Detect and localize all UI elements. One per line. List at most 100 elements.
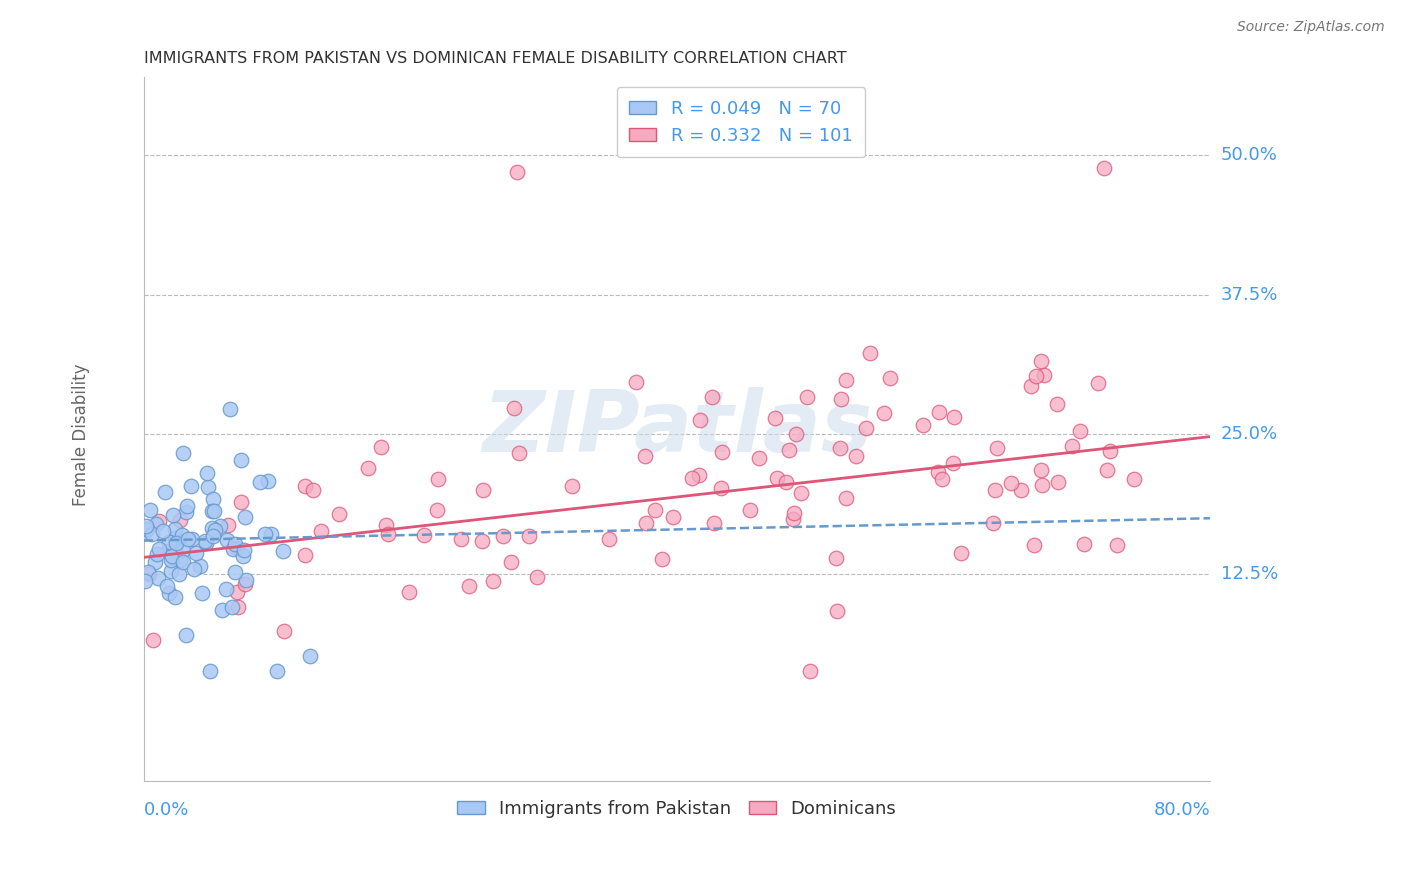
Point [135, 519, 157, 533]
Point [561, 479, 583, 493]
Point [778, 443, 800, 458]
Point [835, 491, 858, 506]
Point [782, 512, 804, 526]
Point [1099, 444, 1122, 458]
Point [709, 481, 731, 495]
Point [160, 564, 183, 578]
Point [1025, 369, 1047, 384]
Point [197, 480, 219, 494]
Point [257, 474, 280, 488]
Point [229, 453, 252, 467]
Point [703, 516, 725, 530]
Legend: Immigrants from Pakistan, Dominicans: Immigrants from Pakistan, Dominicans [450, 792, 904, 825]
Point [235, 573, 257, 587]
Point [450, 532, 472, 546]
Point [170, 528, 193, 542]
Point [134, 574, 156, 588]
Point [260, 526, 283, 541]
Point [157, 544, 180, 558]
Point [636, 516, 658, 530]
Point [1047, 475, 1070, 490]
Point [294, 479, 316, 493]
Text: 25.0%: 25.0% [1220, 425, 1278, 443]
Point [139, 503, 162, 517]
Point [700, 391, 723, 405]
Point [981, 516, 1004, 531]
Point [830, 392, 852, 406]
Point [174, 628, 197, 642]
Point [1031, 478, 1053, 492]
Point [172, 542, 194, 557]
Point [1029, 463, 1052, 477]
Point [202, 503, 225, 517]
Point [763, 410, 786, 425]
Point [501, 555, 523, 569]
Point [222, 542, 245, 557]
Point [146, 571, 169, 585]
Point [1105, 538, 1128, 552]
Point [233, 510, 256, 524]
Point [1000, 476, 1022, 491]
Point [194, 534, 217, 549]
Point [398, 584, 420, 599]
Point [986, 441, 1008, 455]
Point [211, 603, 233, 617]
Point [775, 475, 797, 490]
Point [517, 529, 540, 543]
Point [309, 524, 332, 538]
Point [688, 468, 710, 483]
Point [413, 528, 436, 542]
Point [157, 534, 180, 549]
Point [828, 441, 851, 455]
Point [526, 570, 548, 584]
Point [598, 532, 620, 546]
Point [1033, 368, 1056, 382]
Text: 12.5%: 12.5% [1220, 566, 1278, 583]
Point [148, 514, 170, 528]
Point [201, 504, 224, 518]
Point [138, 566, 160, 581]
Point [984, 483, 1007, 498]
Point [145, 517, 167, 532]
Point [912, 418, 935, 433]
Point [226, 599, 249, 614]
Point [790, 486, 813, 500]
Point [224, 565, 246, 579]
Point [765, 470, 787, 484]
Text: 80.0%: 80.0% [1153, 801, 1211, 819]
Point [249, 475, 271, 489]
Point [136, 522, 159, 536]
Point [873, 406, 896, 420]
Point [845, 449, 868, 463]
Point [176, 500, 198, 514]
Point [458, 579, 481, 593]
Point [294, 548, 316, 562]
Point [1092, 161, 1115, 176]
Point [357, 460, 380, 475]
Point [180, 532, 202, 546]
Point [221, 600, 243, 615]
Text: 37.5%: 37.5% [1220, 285, 1278, 303]
Point [165, 536, 187, 550]
Point [879, 371, 901, 385]
Point [374, 518, 396, 533]
Point [152, 524, 174, 539]
Point [942, 456, 965, 470]
Point [156, 579, 179, 593]
Point [180, 479, 202, 493]
Point [232, 542, 254, 557]
Point [824, 551, 846, 566]
Point [266, 665, 288, 679]
Point [136, 565, 159, 579]
Text: Source: ZipAtlas.com: Source: ZipAtlas.com [1237, 20, 1385, 34]
Point [232, 549, 254, 564]
Text: ZIPatlas: ZIPatlas [482, 387, 872, 470]
Point [508, 446, 530, 460]
Point [1122, 471, 1144, 485]
Point [169, 553, 191, 567]
Point [165, 532, 187, 546]
Text: 0.0%: 0.0% [143, 801, 188, 819]
Point [201, 529, 224, 543]
Point [370, 440, 392, 454]
Point [796, 390, 818, 404]
